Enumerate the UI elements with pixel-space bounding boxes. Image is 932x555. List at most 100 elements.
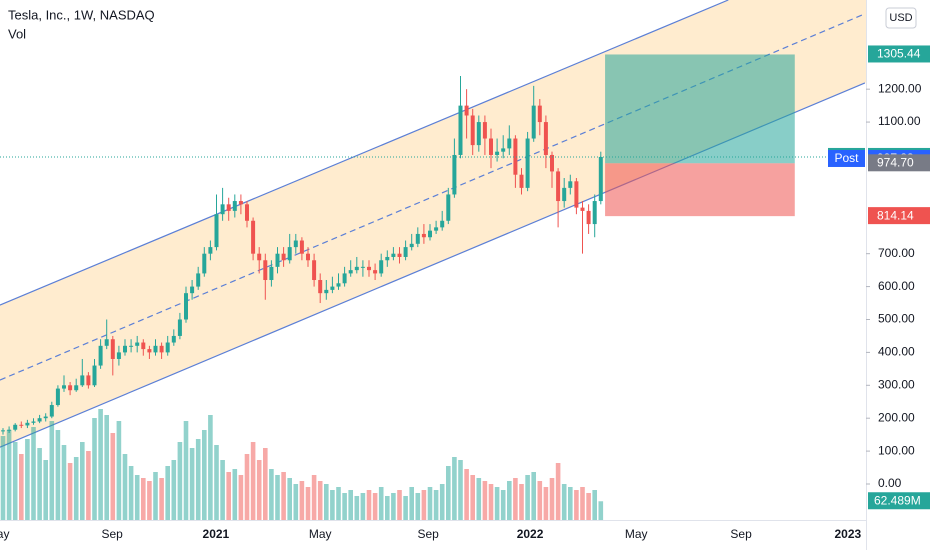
- candle-body: [550, 154, 554, 172]
- volume-bar: [421, 490, 427, 520]
- volume-bar: [281, 472, 286, 520]
- volume-bar: [378, 487, 384, 520]
- volume-bar: [55, 430, 61, 520]
- volume-bar: [397, 490, 402, 520]
- candle-body: [275, 253, 280, 267]
- volume-bar: [592, 490, 597, 520]
- x-tick-label: May: [625, 527, 648, 541]
- candle-body: [190, 286, 195, 294]
- candle-body: [238, 201, 243, 205]
- candle-body: [135, 342, 140, 346]
- chart-title: Tesla, Inc., 1W, NASDAQ: [8, 7, 155, 22]
- candle-body: [220, 204, 225, 215]
- x-tick-label: 2021: [203, 527, 230, 541]
- candle-body: [562, 187, 567, 202]
- volume-bar: [19, 454, 24, 520]
- candle-body: [171, 335, 176, 343]
- volume-bar: [330, 490, 335, 520]
- volume-bar: [439, 484, 445, 520]
- volume-bar: [195, 439, 201, 520]
- candle-body: [354, 266, 359, 271]
- volume-bar: [336, 487, 341, 520]
- candle-body: [116, 352, 121, 359]
- plot-area: [0, 0, 866, 520]
- price-tag: [868, 207, 930, 225]
- volume-bar: [317, 481, 323, 520]
- volume-bar: [403, 496, 408, 520]
- candle-body: [348, 270, 353, 274]
- volume-bar: [561, 484, 567, 520]
- candle-body: [379, 260, 384, 274]
- volume-bar: [391, 493, 396, 520]
- volume-bar: [147, 481, 152, 520]
- price-tag-label: 814.14: [877, 208, 914, 222]
- candle-body: [232, 201, 237, 211]
- candle-body: [110, 339, 115, 359]
- candle-body: [464, 105, 469, 116]
- candle-body: [306, 253, 310, 261]
- candle-body: [49, 405, 54, 417]
- candle-body: [318, 280, 323, 294]
- y-tick-label: 1200.00: [878, 81, 922, 95]
- candle-body: [397, 253, 402, 257]
- volume-bar: [214, 445, 219, 520]
- volume-bar: [37, 448, 42, 520]
- volume-bar: [360, 493, 366, 520]
- candle-body: [263, 260, 268, 281]
- volume-bar: [104, 415, 109, 520]
- candle-body: [489, 138, 493, 155]
- candle-body: [92, 365, 97, 386]
- candle-body: [537, 105, 542, 123]
- candle-body: [476, 122, 481, 146]
- volume-bar: [25, 439, 30, 520]
- candle-body: [513, 138, 518, 175]
- volume-bar: [348, 490, 353, 520]
- volume-bar: [354, 496, 360, 520]
- volume-bar: [409, 487, 414, 520]
- y-tick-label: 100.00: [878, 443, 915, 457]
- volume-bar: [555, 463, 561, 520]
- y-tick-label: 600.00: [878, 279, 915, 293]
- volume-bar: [153, 472, 158, 520]
- candle-body: [580, 207, 585, 211]
- volume-bar: [427, 487, 433, 520]
- volume-bar: [543, 487, 549, 520]
- volume-bar: [275, 475, 280, 520]
- candle-body: [293, 240, 298, 248]
- volume-bar: [80, 442, 85, 520]
- currency-label[interactable]: USD: [889, 12, 912, 24]
- candle-body: [299, 240, 304, 254]
- currency-button[interactable]: [885, 7, 917, 29]
- x-tick-label: Sep: [102, 527, 124, 541]
- candle-body: [452, 154, 457, 195]
- candle-body: [568, 181, 573, 188]
- volume-bar: [476, 478, 482, 520]
- volume-bar: [415, 493, 421, 520]
- candle-body: [153, 345, 158, 353]
- candle-body: [592, 201, 597, 225]
- y-tick-label: 1100.00: [878, 114, 921, 128]
- price-tag-label: 974.70: [877, 155, 914, 169]
- candle-body: [68, 385, 73, 391]
- candle-body: [123, 345, 127, 353]
- candle-body: [507, 138, 512, 149]
- candle-body: [55, 388, 60, 406]
- volume-bar: [537, 481, 543, 520]
- volume-bar: [531, 472, 536, 520]
- candle-body: [440, 220, 445, 228]
- volume-bar: [73, 457, 79, 520]
- candle-body: [501, 148, 506, 152]
- candle-body: [208, 247, 213, 254]
- position-loss: [605, 163, 795, 217]
- volume-bar: [61, 445, 67, 520]
- volume-bar: [43, 460, 48, 520]
- candle-body: [245, 204, 249, 221]
- y-tick-label: 200.00: [878, 410, 915, 424]
- volume-bar: [141, 478, 146, 520]
- volume-bar: [0, 436, 6, 520]
- candle-body: [74, 385, 79, 391]
- y-tick-label: 400.00: [878, 345, 915, 359]
- candle-body: [257, 253, 262, 261]
- volume-bar: [580, 487, 585, 520]
- price-tag: [868, 154, 930, 172]
